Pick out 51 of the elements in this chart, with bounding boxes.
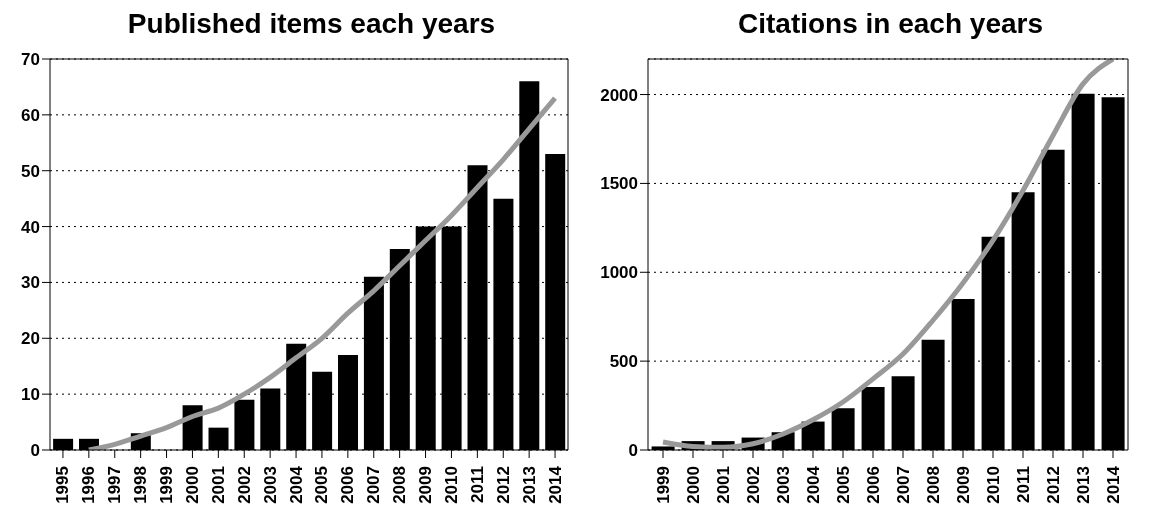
x-tick-label: 2000 — [683, 466, 703, 504]
x-tick-label: 2008 — [923, 466, 943, 504]
x-tick-label: 2013 — [1073, 466, 1093, 504]
x-tick-label: 2012 — [493, 466, 513, 504]
y-tick-label: 70 — [21, 50, 40, 70]
x-tick-label: 1999 — [157, 466, 177, 504]
x-tick-label: 2004 — [286, 465, 306, 504]
y-tick-label: 30 — [21, 273, 40, 293]
x-tick-label: 2004 — [803, 465, 823, 504]
x-tick-label: 2014 — [1103, 465, 1123, 504]
x-tick-label: 2011 — [467, 466, 487, 503]
x-tick-label: 2003 — [773, 466, 793, 504]
x-tick-label: 2003 — [260, 466, 280, 504]
y-tick-label: 0 — [30, 441, 40, 461]
y-tick-label: 10 — [21, 385, 40, 405]
x-tick-label: 2009 — [953, 466, 973, 504]
x-tick-label: 1999 — [653, 466, 673, 504]
x-tick-label: 2008 — [390, 466, 410, 504]
y-tick-label: 1000 — [600, 263, 638, 283]
x-tick-label: 2011 — [1013, 466, 1033, 503]
x-tick-label: 2002 — [743, 466, 763, 504]
chart-title: Citations in each years — [737, 8, 1044, 41]
y-tick-label: 0 — [628, 441, 638, 461]
x-tick-label: 2007 — [893, 466, 913, 504]
y-tick-label: 20 — [21, 329, 40, 349]
x-tick-label: 2010 — [441, 466, 461, 504]
x-tick-label: 2012 — [1043, 466, 1063, 504]
y-tick-label: 1500 — [600, 174, 638, 194]
y-tick-label: 2000 — [600, 85, 638, 105]
x-tick-label: 2005 — [833, 466, 853, 504]
x-tick-label: 1996 — [79, 466, 99, 504]
x-tick-label: 1997 — [105, 466, 125, 504]
x-tick-label: 2001 — [208, 466, 228, 504]
x-tick-label: 2007 — [364, 466, 384, 504]
x-tick-label: 1998 — [131, 466, 151, 504]
x-tick-label: 2000 — [182, 466, 202, 504]
x-tick-label: 1995 — [53, 466, 73, 504]
x-tick-label: 2006 — [338, 466, 358, 504]
y-tick-label: 60 — [21, 105, 40, 125]
x-tick-label: 2006 — [863, 466, 883, 504]
chart-title: Published items each years — [126, 8, 497, 41]
x-tick-label: 2009 — [416, 466, 436, 504]
x-tick-label: 2002 — [234, 466, 254, 504]
x-tick-label: 2010 — [983, 466, 1003, 504]
x-tick-label: 2014 — [545, 465, 565, 504]
y-tick-label: 500 — [609, 352, 638, 372]
x-tick-label: 2013 — [519, 466, 539, 504]
x-tick-label: 2001 — [713, 466, 733, 504]
y-tick-label: 50 — [21, 161, 40, 181]
x-tick-label: 2005 — [312, 466, 332, 504]
y-tick-label: 40 — [21, 217, 40, 237]
